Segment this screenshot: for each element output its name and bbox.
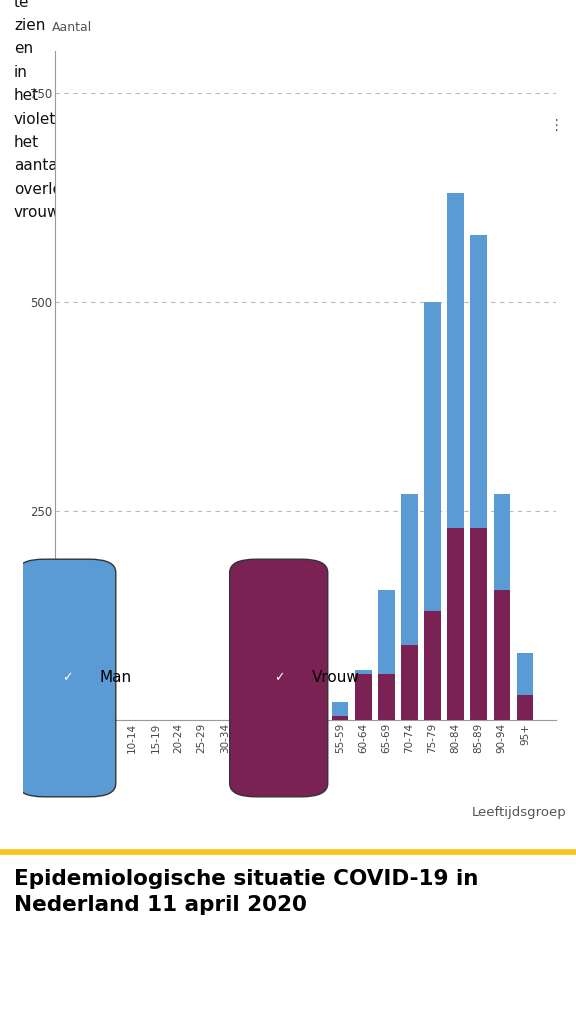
- Bar: [494, 495, 510, 720]
- Bar: [517, 653, 533, 720]
- Text: Bron: RIVM: Bron: RIVM: [230, 188, 326, 203]
- Bar: [309, 718, 325, 720]
- Text: Epidemiologische situatie COVID-19 in
Nederland 11 april 2020: Epidemiologische situatie COVID-19 in Ne…: [14, 868, 479, 915]
- Text: Man: Man: [100, 671, 132, 685]
- Text: Leeftijd en geslacht: Leeftijd en geslacht: [146, 98, 410, 122]
- Bar: [471, 234, 487, 720]
- Bar: [401, 495, 418, 720]
- Text: ✓: ✓: [274, 672, 284, 684]
- Bar: [448, 194, 464, 720]
- Bar: [424, 611, 441, 720]
- Bar: [332, 716, 348, 720]
- Bar: [494, 591, 510, 720]
- FancyBboxPatch shape: [230, 559, 328, 797]
- Text: overledenen: overledenen: [195, 139, 361, 164]
- Text: Aantal: Aantal: [51, 22, 92, 34]
- Text: ✓: ✓: [62, 672, 72, 684]
- Bar: [424, 302, 441, 720]
- Bar: [355, 674, 372, 720]
- Text: Vrouw: Vrouw: [312, 671, 360, 685]
- X-axis label: Leeftijdsgroep: Leeftijdsgroep: [471, 806, 566, 819]
- Bar: [355, 670, 372, 720]
- Bar: [517, 695, 533, 720]
- Bar: [378, 674, 395, 720]
- Bar: [471, 527, 487, 720]
- Text: Onderstaande grafiek laat het aantal overleden patiënten zien per leeftijdsgroep: Onderstaande grafiek laat het aantal ove…: [14, 0, 124, 220]
- Bar: [401, 645, 418, 720]
- Bar: [448, 527, 464, 720]
- Bar: [332, 701, 348, 720]
- Text: ≡: ≡: [537, 112, 560, 140]
- Bar: [378, 591, 395, 720]
- Bar: [309, 716, 325, 720]
- FancyBboxPatch shape: [18, 559, 116, 797]
